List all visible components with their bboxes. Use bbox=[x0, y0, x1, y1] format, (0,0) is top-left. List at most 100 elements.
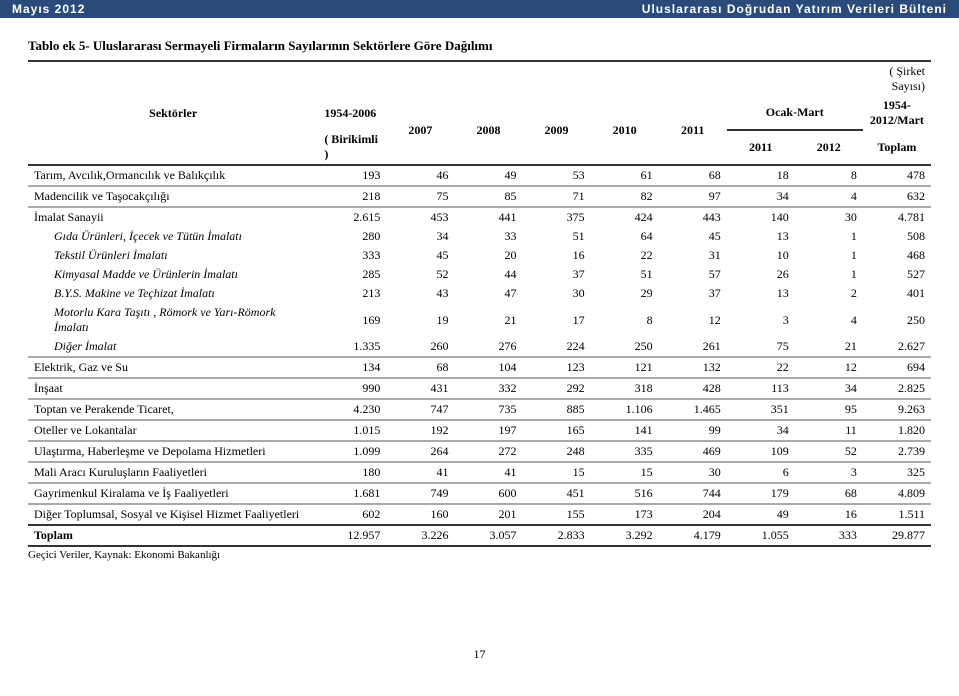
cell-value: 193 bbox=[318, 165, 386, 186]
cell-value: 250 bbox=[591, 337, 659, 357]
cell-value: 4.781 bbox=[863, 207, 931, 227]
cell-value: 75 bbox=[727, 337, 795, 357]
cell-value: 516 bbox=[591, 483, 659, 504]
page-number: 17 bbox=[28, 647, 931, 662]
cell-value: 15 bbox=[523, 462, 591, 483]
cell-value: 12 bbox=[795, 357, 863, 378]
cell-value: 508 bbox=[863, 227, 931, 246]
col-header-2007: 2007 bbox=[386, 96, 454, 165]
cell-value: 134 bbox=[318, 357, 386, 378]
table-row: Motorlu Kara Taşıtı , Römork ve Yarı-Röm… bbox=[28, 303, 931, 337]
cell-value: 82 bbox=[591, 186, 659, 207]
cell-value: 2.615 bbox=[318, 207, 386, 227]
total-value: 29.877 bbox=[863, 525, 931, 546]
cell-value: 109 bbox=[727, 441, 795, 462]
cell-value: 160 bbox=[386, 504, 454, 525]
row-label: Tekstil Ürünleri İmalatı bbox=[28, 246, 318, 265]
row-label: Madencilik ve Taşocakçılığı bbox=[28, 186, 318, 207]
cell-value: 201 bbox=[454, 504, 522, 525]
cell-value: 204 bbox=[659, 504, 727, 525]
cell-value: 16 bbox=[523, 246, 591, 265]
cell-value: 49 bbox=[727, 504, 795, 525]
total-value: 3.292 bbox=[591, 525, 659, 546]
col-header-2010: 2010 bbox=[591, 96, 659, 165]
cell-value: 165 bbox=[523, 420, 591, 441]
cell-value: 451 bbox=[523, 483, 591, 504]
cell-value: 1.015 bbox=[318, 420, 386, 441]
cell-value: 33 bbox=[454, 227, 522, 246]
cell-value: 1.681 bbox=[318, 483, 386, 504]
cell-value: 179 bbox=[727, 483, 795, 504]
cell-value: 1 bbox=[795, 227, 863, 246]
table-row: Toptan ve Perakende Ticaret,4.2307477358… bbox=[28, 399, 931, 420]
row-label: Kimyasal Madde ve Ürünlerin İmalatı bbox=[28, 265, 318, 284]
cell-value: 17 bbox=[523, 303, 591, 337]
table-row: Gıda Ürünleri, İçecek ve Tütün İmalatı28… bbox=[28, 227, 931, 246]
cell-value: 272 bbox=[454, 441, 522, 462]
cell-value: 180 bbox=[318, 462, 386, 483]
total-value: 333 bbox=[795, 525, 863, 546]
cell-value: 13 bbox=[727, 227, 795, 246]
cell-value: 602 bbox=[318, 504, 386, 525]
cell-value: 123 bbox=[523, 357, 591, 378]
cell-value: 1.465 bbox=[659, 399, 727, 420]
total-value: 1.055 bbox=[727, 525, 795, 546]
cell-value: 22 bbox=[727, 357, 795, 378]
col-header-sektorler: Sektörler bbox=[28, 61, 318, 165]
cell-value: 53 bbox=[523, 165, 591, 186]
table-row: Elektrik, Gaz ve Su134681041231211322212… bbox=[28, 357, 931, 378]
cell-value: 192 bbox=[386, 420, 454, 441]
total-label: Toplam bbox=[28, 525, 318, 546]
cell-value: 264 bbox=[386, 441, 454, 462]
cell-value: 632 bbox=[863, 186, 931, 207]
cell-value: 747 bbox=[386, 399, 454, 420]
cell-value: 61 bbox=[591, 165, 659, 186]
cell-value: 213 bbox=[318, 284, 386, 303]
cell-value: 401 bbox=[863, 284, 931, 303]
cell-value: 41 bbox=[454, 462, 522, 483]
cell-value: 57 bbox=[659, 265, 727, 284]
col-header-1954-2012: 1954-2012/Mart bbox=[863, 96, 931, 130]
row-label: İmalat Sanayii bbox=[28, 207, 318, 227]
row-label: Toptan ve Perakende Ticaret, bbox=[28, 399, 318, 420]
cell-value: 4.809 bbox=[863, 483, 931, 504]
cell-value: 749 bbox=[386, 483, 454, 504]
cell-value: 2.627 bbox=[863, 337, 931, 357]
cell-value: 469 bbox=[659, 441, 727, 462]
cell-value: 20 bbox=[454, 246, 522, 265]
table-row: Diğer İmalat1.33526027622425026175212.62… bbox=[28, 337, 931, 357]
page-content: Tablo ek 5- Uluslararası Sermayeli Firma… bbox=[0, 18, 959, 662]
cell-value: 1.099 bbox=[318, 441, 386, 462]
cell-value: 51 bbox=[523, 227, 591, 246]
col-header-2011: 2011 bbox=[659, 96, 727, 165]
table-row: İnşaat990431332292318428113342.825 bbox=[28, 378, 931, 399]
cell-value: 453 bbox=[386, 207, 454, 227]
row-label: Oteller ve Lokantalar bbox=[28, 420, 318, 441]
cell-value: 375 bbox=[523, 207, 591, 227]
cell-value: 431 bbox=[386, 378, 454, 399]
row-label: Ulaştırma, Haberleşme ve Depolama Hizmet… bbox=[28, 441, 318, 462]
table-row: Tarım, Avcılık,Ormancılık ve Balıkçılık1… bbox=[28, 165, 931, 186]
cell-value: 19 bbox=[386, 303, 454, 337]
cell-value: 34 bbox=[795, 378, 863, 399]
cell-value: 68 bbox=[795, 483, 863, 504]
table-body: Tarım, Avcılık,Ormancılık ve Balıkçılık1… bbox=[28, 165, 931, 546]
row-label: Gıda Ürünleri, İçecek ve Tütün İmalatı bbox=[28, 227, 318, 246]
row-label: Elektrik, Gaz ve Su bbox=[28, 357, 318, 378]
cell-value: 3 bbox=[795, 462, 863, 483]
cell-value: 11 bbox=[795, 420, 863, 441]
row-label: Tarım, Avcılık,Ormancılık ve Balıkçılık bbox=[28, 165, 318, 186]
cell-value: 478 bbox=[863, 165, 931, 186]
cell-value: 428 bbox=[659, 378, 727, 399]
cell-value: 85 bbox=[454, 186, 522, 207]
col-header-2009: 2009 bbox=[523, 96, 591, 165]
cell-value: 4 bbox=[795, 303, 863, 337]
cell-value: 30 bbox=[523, 284, 591, 303]
table-row: Ulaştırma, Haberleşme ve Depolama Hizmet… bbox=[28, 441, 931, 462]
cell-value: 744 bbox=[659, 483, 727, 504]
cell-value: 26 bbox=[727, 265, 795, 284]
row-label: Gayrimenkul Kiralama ve İş Faaliyetleri bbox=[28, 483, 318, 504]
table-row: İmalat Sanayii2.615453441375424443140304… bbox=[28, 207, 931, 227]
cell-value: 325 bbox=[863, 462, 931, 483]
row-label: Diğer İmalat bbox=[28, 337, 318, 357]
